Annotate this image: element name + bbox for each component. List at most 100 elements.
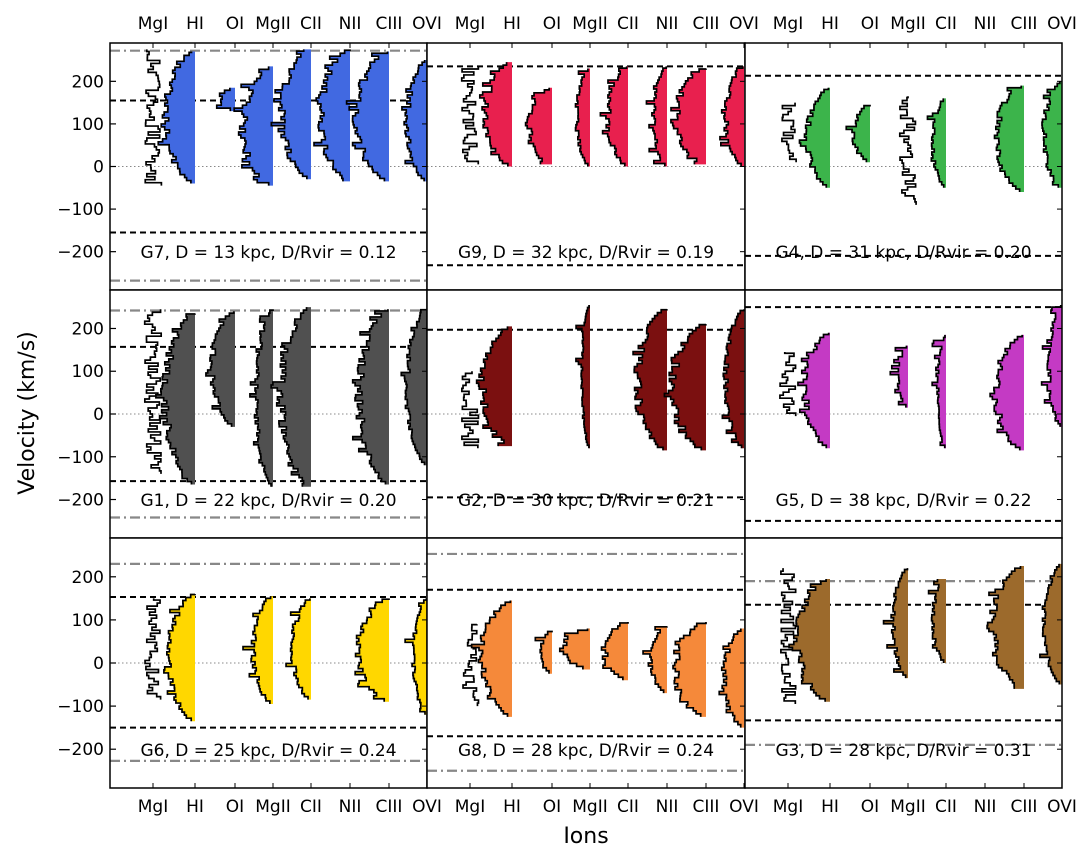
- ion-hist-line-mgi: [461, 371, 480, 449]
- ion-hist-fill-mgii: [883, 568, 908, 679]
- ion-label-bottom-nii: NII: [974, 797, 997, 817]
- ion-label-bottom-mgi: MgI: [138, 797, 168, 817]
- ion-hist-line-mgii: [242, 596, 272, 704]
- ion-label-bottom-mgi: MgI: [455, 797, 485, 817]
- ion-hist-fill-mgii: [575, 68, 590, 167]
- ion-hist-fill-hi: [789, 578, 830, 702]
- ion-hist-line-oi: [205, 311, 235, 427]
- ion-hist-line-cii: [926, 98, 945, 188]
- y-tick-label: −100: [57, 697, 104, 717]
- y-tick-label: 200: [72, 568, 104, 588]
- ion-label-top-hi: HI: [821, 14, 839, 34]
- ion-hist-fill-hi: [155, 313, 195, 485]
- ion-hist-line-oi: [524, 87, 550, 165]
- ion-hist-fill-ovi: [1042, 81, 1062, 188]
- ion-hist-fill-ciii: [352, 309, 389, 485]
- ion-label-bottom-oi: OI: [226, 797, 244, 817]
- ion-hist-fill-mgii: [575, 304, 590, 449]
- ion-label-bottom-hi: HI: [821, 797, 839, 817]
- ion-hist-line-ciii: [993, 85, 1023, 193]
- ion-hist-line-ciii: [351, 309, 389, 485]
- ion-hist-line-cii: [931, 334, 946, 449]
- ion-hist-line-hi: [788, 578, 827, 702]
- ion-label-top-cii: CII: [935, 14, 957, 34]
- ion-hist-fill-mgii: [559, 628, 590, 670]
- ion-hist-fill-oi: [535, 630, 552, 674]
- y-tick-label: 200: [72, 72, 104, 92]
- panel-label: G5, D = 38 kpc, D/Rvir = 0.22: [775, 491, 1031, 511]
- ion-hist-fill-hi: [479, 62, 512, 167]
- ion-label-top-mgii: MgII: [890, 14, 926, 34]
- ion-hist-line-mgii: [233, 66, 270, 186]
- ion-hist-line-ovi: [401, 60, 426, 182]
- ion-hist-line-cii: [270, 49, 308, 180]
- ion-hist-fill-ovi: [405, 598, 427, 715]
- panel-label: G4, D = 31 kpc, D/Rvir = 0.20: [775, 243, 1031, 263]
- ion-hist-line-ovi: [1040, 304, 1062, 427]
- ion-hist-fill-cii: [601, 622, 628, 681]
- ion-label-top-cii: CII: [617, 14, 639, 34]
- ion-hist-line-hi: [157, 51, 193, 184]
- ion-hist-line-ovi: [721, 309, 745, 449]
- ion-label-bottom-mgii: MgII: [890, 797, 926, 817]
- ion-hist-line-mgi: [462, 623, 480, 707]
- ion-hist-fill-ovi: [401, 60, 427, 182]
- ion-label-bottom-nii: NII: [656, 797, 679, 817]
- panel-label: G7, D = 13 kpc, D/Rvir = 0.12: [140, 243, 396, 263]
- ion-hist-fill-mgii: [243, 596, 273, 704]
- ion-hist-line-mgi: [780, 568, 797, 704]
- ion-hist-line-ciii: [989, 334, 1023, 451]
- ion-hist-line-mgi: [143, 309, 163, 474]
- ion-hist-line-nii: [313, 49, 351, 182]
- ion-hist-line-nii: [642, 625, 668, 694]
- panel-g6: G6, D = 25 kpc, D/Rvir = 0.24 200 100 0 −100…: [57, 537, 428, 789]
- ion-hist-fill-cii: [286, 598, 311, 700]
- ion-hist-line-hi: [475, 326, 509, 447]
- y-tick-label: 100: [72, 611, 104, 631]
- ion-hist-line-hi: [478, 62, 509, 167]
- ion-hist-line-oi: [215, 87, 232, 112]
- ion-label-bottom-ciii: CIII: [693, 797, 720, 817]
- ion-label-bottom-oi: OI: [861, 797, 879, 817]
- ion-hist-line-cii: [600, 622, 629, 681]
- ion-hist-fill-hi: [797, 332, 830, 449]
- ion-hist-line-cii: [270, 307, 308, 487]
- ion-hist-line-mgi: [779, 352, 797, 417]
- panel-label: G3, D = 28 kpc, D/Rvir = 0.31: [775, 741, 1031, 761]
- ion-hist-line-mgii: [558, 628, 589, 670]
- panel-g5: G5, D = 38 kpc, D/Rvir = 0.22: [744, 289, 1063, 539]
- panel-label: G1, D = 22 kpc, D/Rvir = 0.20: [140, 491, 396, 511]
- ion-hist-fill-cii: [600, 66, 628, 167]
- ion-label-bottom-mgii: MgII: [255, 797, 291, 817]
- ion-label-top-oi: OI: [543, 14, 561, 34]
- ion-hist-fill-hi: [471, 600, 512, 717]
- ion-label-top-nii: NII: [339, 14, 362, 34]
- ion-hist-line-cii: [285, 598, 311, 700]
- ion-hist-line-mgi: [781, 102, 797, 163]
- ion-hist-fill-ciii: [346, 51, 389, 182]
- ion-hist-line-mgi: [144, 598, 162, 700]
- panel-label: G2, D = 30 kpc, D/Rvir = 0.21: [458, 491, 714, 511]
- ion-hist-fill-ciii: [987, 566, 1024, 689]
- ion-hist-fill-oi: [846, 104, 870, 163]
- ion-hist-fill-ovi: [401, 309, 427, 466]
- ion-label-top-oi: OI: [861, 14, 879, 34]
- ion-hist-line-hi: [470, 600, 512, 717]
- ion-label-top-cii: CII: [300, 14, 322, 34]
- ion-hist-line-hi: [163, 593, 196, 722]
- ion-label-top-mgii: MgII: [572, 14, 608, 34]
- y-tick-label: 0: [93, 405, 104, 425]
- ion-label-bottom-mgi: MgI: [773, 797, 803, 817]
- ion-label-top-ovi: OVI: [729, 14, 759, 34]
- ion-hist-fill-mgii: [234, 66, 273, 186]
- ion-hist-line-ovi: [404, 598, 428, 715]
- ion-hist-line-cii: [599, 66, 628, 167]
- y-tick-label: 100: [72, 115, 104, 135]
- ion-hist-line-ovi: [1041, 81, 1061, 188]
- ion-label-top-hi: HI: [186, 14, 204, 34]
- ion-hist-line-mgi: [460, 66, 480, 165]
- ion-hist-fill-cii: [927, 98, 946, 188]
- ion-hist-line-mgi: [144, 49, 163, 186]
- ion-label-bottom-ovi: OVI: [1047, 797, 1077, 817]
- panel-g9: G9, D = 32 kpc, D/Rvir = 0.19: [426, 42, 746, 291]
